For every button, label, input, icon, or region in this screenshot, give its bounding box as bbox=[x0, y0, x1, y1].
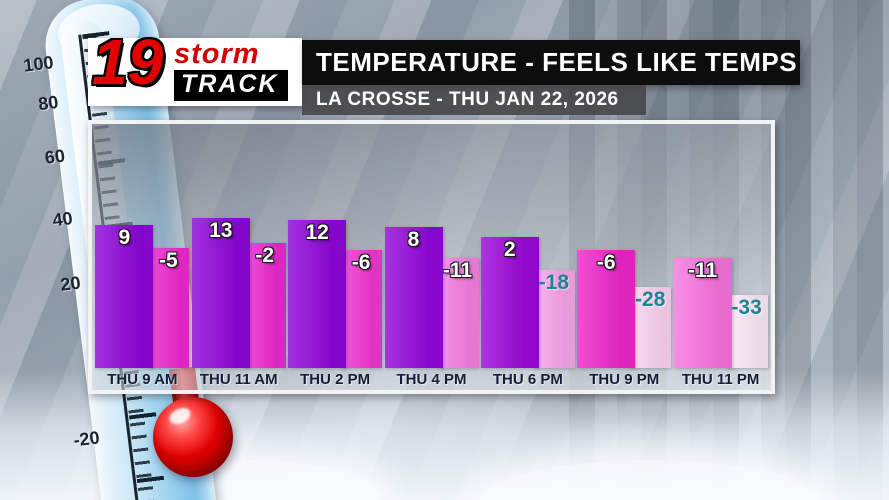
category-label: THU 11 PM bbox=[681, 371, 760, 388]
category-label: THU 6 PM bbox=[492, 371, 563, 388]
logo-channel-number: 19 bbox=[92, 26, 164, 98]
feels-like-bar: -11 bbox=[436, 258, 479, 368]
bar-value-label: 9 bbox=[118, 226, 131, 249]
bar-value-label: -6 bbox=[351, 251, 371, 274]
bulb-highlight bbox=[167, 405, 193, 427]
station-logo: 19 storm TRACK bbox=[88, 30, 302, 106]
chart-panel: 9 -5 THU 9 AM 13 -2 THU 11 AM 12 -6 THU 2 PM 8 -11… bbox=[88, 120, 775, 394]
bar-value-label: -33 bbox=[731, 296, 762, 319]
bar-group: 13 -2 THU 11 AM bbox=[191, 218, 287, 388]
thermometer-scale-label: -20 bbox=[72, 427, 101, 451]
temperature-bar: 8 bbox=[384, 227, 443, 368]
bar-value-label: -11 bbox=[688, 259, 718, 282]
bar-chart: 9 -5 THU 9 AM 13 -2 THU 11 AM 12 -6 THU 2 PM 8 -11… bbox=[94, 218, 769, 388]
temperature-bar: -6 bbox=[577, 250, 636, 368]
category-label: THU 9 AM bbox=[107, 371, 178, 388]
bar-group: -11 -33 THU 11 PM bbox=[673, 258, 769, 388]
thermometer-scale-label: 100 bbox=[22, 52, 55, 76]
thermometer-scale-label: 60 bbox=[43, 145, 67, 168]
feels-like-bar: -33 bbox=[725, 295, 768, 368]
feels-like-bar: -18 bbox=[532, 270, 575, 368]
category-label: THU 2 PM bbox=[300, 371, 371, 388]
feels-like-bar: -28 bbox=[629, 287, 672, 368]
thermometer-scale-label: 80 bbox=[37, 91, 60, 115]
category-label: THU 9 PM bbox=[589, 371, 660, 388]
feels-like-bar: -2 bbox=[243, 243, 286, 368]
category-label: THU 11 AM bbox=[199, 371, 278, 388]
feels-like-bar: -5 bbox=[147, 248, 190, 368]
category-label: THU 4 PM bbox=[396, 371, 467, 388]
logo-track-text: TRACK bbox=[174, 70, 288, 101]
bar-value-label: 13 bbox=[209, 219, 233, 242]
feels-like-bar: -6 bbox=[340, 250, 383, 368]
temperature-bar: 13 bbox=[191, 218, 250, 368]
bar-group: 9 -5 THU 9 AM bbox=[94, 225, 190, 388]
bar-group: -6 -28 THU 9 PM bbox=[576, 250, 672, 388]
temperature-bar: 12 bbox=[288, 220, 347, 368]
location-date-banner: LA CROSSE - THU JAN 22, 2026 bbox=[302, 85, 646, 115]
bar-value-label: 12 bbox=[305, 221, 329, 244]
logo-storm-text: storm bbox=[174, 38, 260, 70]
graphic-title: TEMPERATURE - FEELS LIKE TEMPS bbox=[302, 40, 800, 85]
bar-value-label: -6 bbox=[596, 251, 616, 274]
bar-value-label: -28 bbox=[635, 288, 666, 311]
temperature-bar: 9 bbox=[95, 225, 154, 368]
bar-value-label: -11 bbox=[442, 259, 473, 282]
bar-value-label: -2 bbox=[255, 244, 275, 267]
bar-group: 12 -6 THU 2 PM bbox=[287, 220, 383, 388]
thermometer-scale-label: 40 bbox=[51, 208, 74, 231]
bar-value-label: 2 bbox=[504, 238, 516, 261]
temperature-bar: 2 bbox=[480, 237, 539, 368]
temperature-bar: -11 bbox=[673, 258, 732, 368]
bar-group: 2 -18 THU 6 PM bbox=[480, 237, 576, 388]
bar-value-label: -18 bbox=[538, 271, 570, 294]
bar-value-label: -5 bbox=[159, 249, 178, 272]
bar-value-label: 8 bbox=[407, 228, 420, 251]
bar-group: 8 -11 THU 4 PM bbox=[384, 227, 480, 388]
thermometer-scale-label: 20 bbox=[59, 272, 82, 295]
thermometer-bulb bbox=[153, 397, 233, 477]
